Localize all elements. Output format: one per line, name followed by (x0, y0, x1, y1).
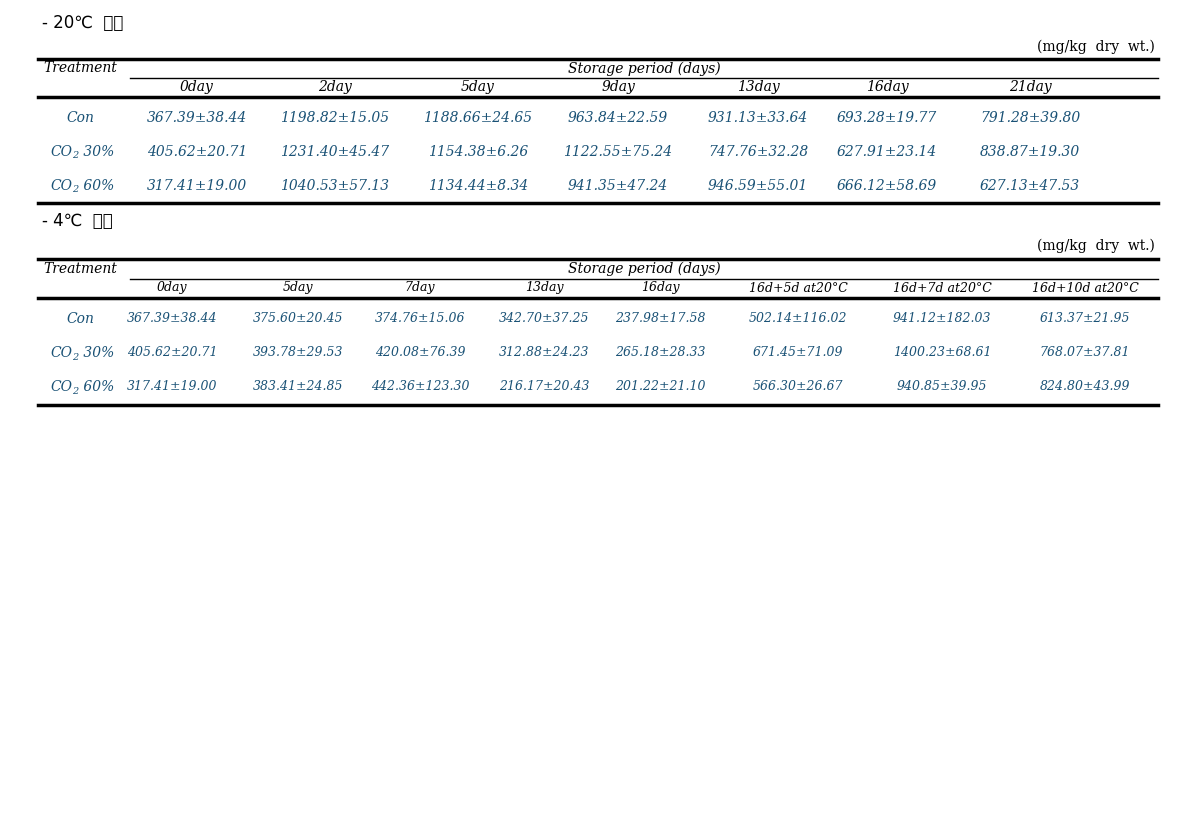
Text: 405.62±20.71: 405.62±20.71 (147, 145, 247, 159)
Text: 1198.82±15.05: 1198.82±15.05 (280, 111, 389, 125)
Text: Storage period (days): Storage period (days) (567, 62, 721, 76)
Text: (mg/kg  dry  wt.): (mg/kg dry wt.) (1037, 40, 1155, 54)
Text: 2: 2 (72, 151, 78, 160)
Text: CO: CO (50, 145, 72, 159)
Text: 393.78±29.53: 393.78±29.53 (253, 346, 343, 359)
Text: 1400.23±68.61: 1400.23±68.61 (893, 346, 991, 359)
Text: 693.28±19.77: 693.28±19.77 (837, 111, 937, 125)
Text: 265.18±28.33: 265.18±28.33 (615, 346, 705, 359)
Text: Treatment: Treatment (43, 262, 118, 276)
Text: Con: Con (66, 312, 94, 326)
Text: 1134.44±8.34: 1134.44±8.34 (427, 179, 528, 193)
Text: 60%: 60% (80, 179, 114, 193)
Text: 1040.53±57.13: 1040.53±57.13 (280, 179, 389, 193)
Text: 16d+5d at20°C: 16d+5d at20°C (749, 281, 848, 294)
Text: 5day: 5day (283, 281, 313, 294)
Text: 941.12±182.03: 941.12±182.03 (893, 312, 991, 325)
Text: 666.12±58.69: 666.12±58.69 (837, 179, 937, 193)
Text: 1188.66±24.65: 1188.66±24.65 (424, 111, 533, 125)
Text: 2: 2 (72, 353, 78, 362)
Text: 2day: 2day (318, 80, 351, 94)
Text: - 4℃  저장: - 4℃ 저장 (42, 212, 113, 230)
Text: 566.30±26.67: 566.30±26.67 (753, 380, 843, 393)
Text: 216.17±20.43: 216.17±20.43 (499, 380, 589, 393)
Text: 317.41±19.00: 317.41±19.00 (127, 380, 217, 393)
Text: 0day: 0day (180, 80, 214, 94)
Text: (mg/kg  dry  wt.): (mg/kg dry wt.) (1037, 239, 1155, 253)
Text: 375.60±20.45: 375.60±20.45 (253, 312, 343, 325)
Text: 747.76±32.28: 747.76±32.28 (707, 145, 808, 159)
Text: 941.35±47.24: 941.35±47.24 (567, 179, 668, 193)
Text: 16day: 16day (641, 281, 679, 294)
Text: 342.70±37.25: 342.70±37.25 (499, 312, 589, 325)
Text: 21day: 21day (1009, 80, 1052, 94)
Text: 367.39±38.44: 367.39±38.44 (147, 111, 247, 125)
Text: 946.59±55.01: 946.59±55.01 (707, 179, 808, 193)
Text: 1231.40±45.47: 1231.40±45.47 (280, 145, 389, 159)
Text: 317.41±19.00: 317.41±19.00 (147, 179, 247, 193)
Text: 671.45±71.09: 671.45±71.09 (753, 346, 843, 359)
Text: 367.39±38.44: 367.39±38.44 (127, 312, 217, 325)
Text: 1122.55±75.24: 1122.55±75.24 (564, 145, 673, 159)
Text: 16d+7d at20°C: 16d+7d at20°C (893, 281, 991, 294)
Text: 791.28±39.80: 791.28±39.80 (980, 111, 1080, 125)
Text: Con: Con (66, 111, 94, 125)
Text: 824.80±43.99: 824.80±43.99 (1040, 380, 1130, 393)
Text: Treatment: Treatment (43, 62, 118, 76)
Text: 613.37±21.95: 613.37±21.95 (1040, 312, 1130, 325)
Text: 1154.38±6.26: 1154.38±6.26 (427, 145, 528, 159)
Text: 312.88±24.23: 312.88±24.23 (499, 346, 589, 359)
Text: 201.22±21.10: 201.22±21.10 (615, 380, 705, 393)
Text: 2: 2 (72, 386, 78, 395)
Text: 442.36±123.30: 442.36±123.30 (370, 380, 469, 393)
Text: CO: CO (50, 380, 72, 394)
Text: 13day: 13day (737, 80, 780, 94)
Text: 9day: 9day (601, 80, 635, 94)
Text: 237.98±17.58: 237.98±17.58 (615, 312, 705, 325)
Text: 838.87±19.30: 838.87±19.30 (980, 145, 1080, 159)
Text: - 20℃  저장: - 20℃ 저장 (42, 14, 123, 32)
Text: 0day: 0day (157, 281, 188, 294)
Text: 502.14±116.02: 502.14±116.02 (749, 312, 848, 325)
Text: 768.07±37.81: 768.07±37.81 (1040, 346, 1130, 359)
Text: 30%: 30% (80, 346, 114, 360)
Text: 5day: 5day (461, 80, 495, 94)
Text: 30%: 30% (80, 145, 114, 159)
Text: 963.84±22.59: 963.84±22.59 (567, 111, 668, 125)
Text: 16d+10d at20°C: 16d+10d at20°C (1032, 281, 1138, 294)
Text: CO: CO (50, 179, 72, 193)
Text: 7day: 7day (405, 281, 436, 294)
Text: 627.13±47.53: 627.13±47.53 (980, 179, 1080, 193)
Text: 383.41±24.85: 383.41±24.85 (253, 380, 343, 393)
Text: 940.85±39.95: 940.85±39.95 (896, 380, 988, 393)
Text: 627.91±23.14: 627.91±23.14 (837, 145, 937, 159)
Text: Storage period (days): Storage period (days) (567, 262, 721, 276)
Text: 16day: 16day (865, 80, 908, 94)
Text: 374.76±15.06: 374.76±15.06 (375, 312, 465, 325)
Text: 405.62±20.71: 405.62±20.71 (127, 346, 217, 359)
Text: 931.13±33.64: 931.13±33.64 (707, 111, 808, 125)
Text: 2: 2 (72, 185, 78, 194)
Text: 420.08±76.39: 420.08±76.39 (375, 346, 465, 359)
Text: 13day: 13day (525, 281, 564, 294)
Text: CO: CO (50, 346, 72, 360)
Text: 60%: 60% (80, 380, 114, 394)
